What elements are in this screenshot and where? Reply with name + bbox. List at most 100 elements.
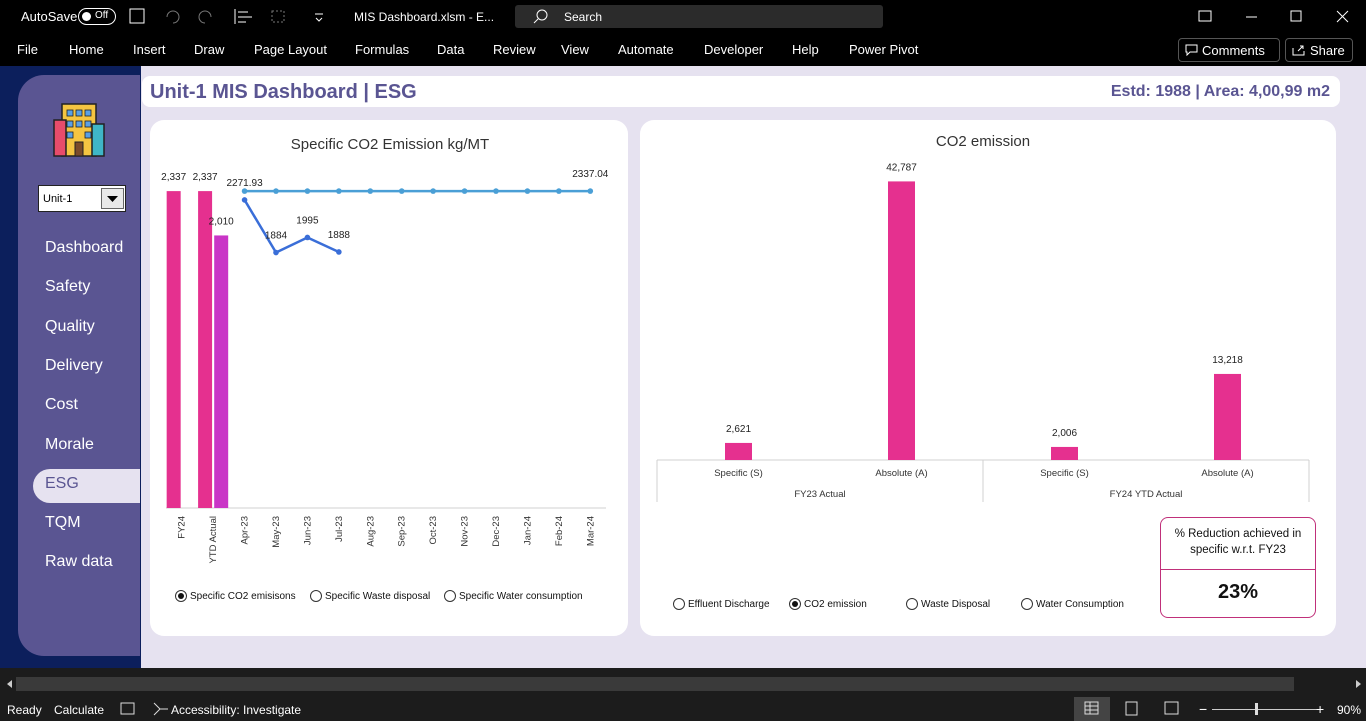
close-button[interactable] <box>1336 10 1349 23</box>
option-label: Effluent Discharge <box>688 599 770 610</box>
option-button[interactable]: Specific Waste disposal <box>310 590 430 602</box>
header-bar: Unit-1 MIS Dashboard | ESG Estd: 1988 | … <box>142 76 1340 107</box>
zoom-out[interactable]: − <box>1199 701 1208 717</box>
undo-icon[interactable] <box>166 10 180 24</box>
option-button[interactable]: Water Consumption <box>1021 598 1124 610</box>
comments-icon <box>1185 44 1198 56</box>
align-icon[interactable] <box>234 9 252 24</box>
ribbon-tab[interactable]: View <box>561 42 589 57</box>
ribbon-tab[interactable]: Page Layout <box>254 42 328 57</box>
nav-item[interactable]: TQM <box>45 514 81 532</box>
ribbon-tab[interactable]: Developer <box>704 42 764 57</box>
search-placeholder: Search <box>564 10 603 24</box>
save-icon[interactable] <box>129 8 145 24</box>
option-label: Waste Disposal <box>921 599 991 610</box>
status-ready: Ready <box>7 703 42 717</box>
toggle-knob <box>82 12 91 21</box>
radio-dot <box>178 593 184 599</box>
radio[interactable] <box>1021 598 1033 610</box>
radio[interactable] <box>789 598 801 610</box>
zoom-in[interactable]: + <box>1316 701 1325 717</box>
option-label: Specific Water consumption <box>459 591 583 602</box>
zoom-slider[interactable] <box>1212 709 1317 710</box>
nav-item[interactable]: Dashboard <box>45 239 124 256</box>
radio[interactable] <box>444 590 456 602</box>
option-button[interactable]: Specific Water consumption <box>444 590 583 602</box>
radio[interactable] <box>310 590 322 602</box>
nav-item[interactable]: Morale <box>45 435 94 453</box>
comments-button[interactable]: Comments <box>1178 38 1280 62</box>
scroll-arrows <box>7 680 1361 688</box>
title-bar: AutoSave Off MIS Dashboard.xlsm - E... S… <box>0 0 1366 33</box>
option-button[interactable]: Waste Disposal <box>906 598 990 610</box>
bottom-area: Ready Calculate Accessibility: Investiga… <box>0 668 1366 721</box>
autosave-toggle[interactable]: Off <box>78 8 116 25</box>
option-button[interactable]: CO2 emission <box>789 598 867 610</box>
ribbon-tab[interactable]: Insert <box>133 42 166 57</box>
ribbon-display-button[interactable] <box>1198 10 1212 22</box>
share-label: Share <box>1310 43 1345 58</box>
ribbon-tab[interactable]: Home <box>69 42 104 57</box>
ribbon-tab[interactable]: Formulas <box>355 42 410 57</box>
ribbon-tab[interactable]: Power Pivot <box>849 42 919 57</box>
status-accessibility[interactable]: Accessibility: Investigate <box>171 703 302 717</box>
zoom-level: 90% <box>1337 703 1362 717</box>
zoom-thumb[interactable] <box>1255 703 1258 715</box>
dashboard-title: Unit-1 MIS Dashboard | ESG <box>150 81 417 103</box>
radio[interactable] <box>175 590 187 602</box>
restore-button[interactable] <box>1290 10 1302 22</box>
chart-panel <box>150 120 628 636</box>
building-icon <box>53 103 105 157</box>
share-icon <box>1292 45 1305 56</box>
redo-icon[interactable] <box>198 10 212 24</box>
card-divider <box>1161 569 1315 570</box>
nav-item[interactable]: Safety <box>45 278 91 296</box>
filename: MIS Dashboard.xlsm - E... <box>354 10 495 24</box>
sidebar <box>18 75 140 656</box>
reduction-value: 23% <box>1217 581 1259 603</box>
ribbon-tab[interactable]: Draw <box>194 42 225 57</box>
window-controls <box>1198 10 1349 23</box>
autosave-label: AutoSave <box>21 9 78 24</box>
dropdown-value: Unit-1 <box>43 193 73 205</box>
ribbon-tab[interactable]: Automate <box>618 42 674 57</box>
option-label: CO2 emission <box>804 599 867 610</box>
view-icons <box>1084 701 1179 716</box>
status-icons <box>120 702 168 716</box>
customize-icon[interactable] <box>315 13 323 22</box>
nav-item[interactable]: Cost <box>45 396 78 414</box>
toggle-state: Off <box>95 10 109 21</box>
dropdown-button[interactable] <box>101 188 124 209</box>
dropdown-arrow <box>107 196 118 202</box>
search-icon <box>533 9 548 24</box>
option-button[interactable]: Specific CO2 emisisons <box>175 590 296 602</box>
share-button[interactable]: Share <box>1285 38 1353 62</box>
radio[interactable] <box>673 598 685 610</box>
ribbon-tab[interactable]: File <box>17 42 38 57</box>
ribbon-tab[interactable]: Data <box>437 42 465 57</box>
status-calculate[interactable]: Calculate <box>54 703 105 717</box>
comments-label: Comments <box>1202 43 1265 58</box>
normal-view-button[interactable] <box>1074 697 1110 721</box>
reduction-label: % Reduction achieved in specific w.r.t. … <box>1174 528 1302 556</box>
select-icon[interactable] <box>271 10 285 23</box>
header-info: Estd: 1988 | Area: 4,00,99 m2 <box>1110 83 1330 100</box>
radio[interactable] <box>906 598 918 610</box>
ribbon-tab[interactable]: Help <box>792 42 819 57</box>
reduction-card: % Reduction achieved in specific w.r.t. … <box>1160 517 1316 618</box>
quick-access-icons <box>129 8 323 24</box>
search-box[interactable]: Search <box>515 5 883 28</box>
option-label: Water Consumption <box>1036 599 1124 610</box>
nav-item[interactable]: Raw data <box>45 553 113 571</box>
active-nav-bg <box>33 468 140 503</box>
horizontal-scrollbar[interactable] <box>16 677 1294 691</box>
nav-item[interactable]: ESG <box>45 474 79 492</box>
nav-item[interactable]: Quality <box>45 317 95 335</box>
ribbon-tabs: File Home Insert Draw Page Layout Formulas Dat… <box>0 33 1366 66</box>
option-label: Specific Waste disposal <box>325 591 431 602</box>
nav-item[interactable]: Delivery <box>45 356 103 374</box>
ribbon-tab[interactable]: Review <box>493 42 536 57</box>
option-button[interactable]: Effluent Discharge <box>673 598 770 610</box>
unit-dropdown[interactable]: Unit-1 <box>38 185 126 212</box>
